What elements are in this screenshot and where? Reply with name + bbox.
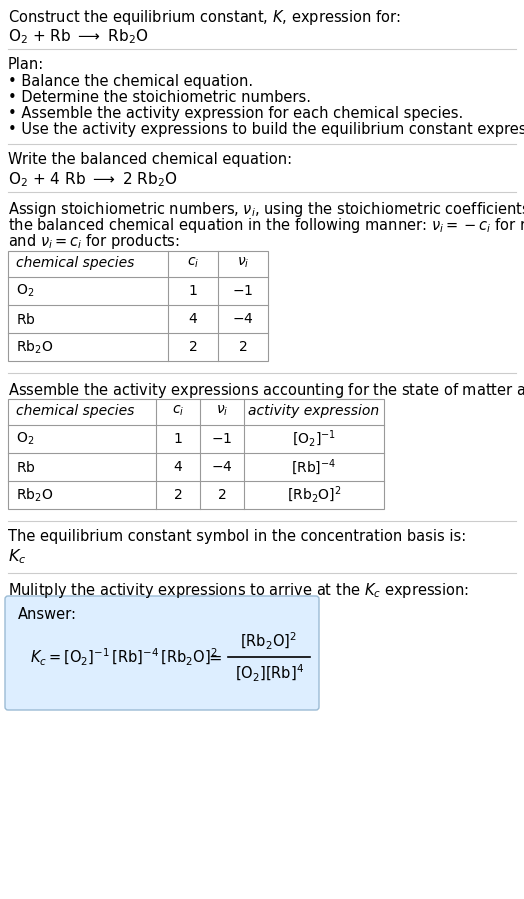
Text: 2: 2 xyxy=(238,340,247,354)
Text: $K_c$: $K_c$ xyxy=(8,547,26,565)
Text: $K_c = [\mathrm{O_2}]^{-1}\,[\mathrm{Rb}]^{-4}\,[\mathrm{Rb_2O}]^{2}$: $K_c = [\mathrm{O_2}]^{-1}\,[\mathrm{Rb}… xyxy=(30,646,217,668)
Text: • Determine the stoichiometric numbers.: • Determine the stoichiometric numbers. xyxy=(8,90,311,105)
Text: • Balance the chemical equation.: • Balance the chemical equation. xyxy=(8,74,253,89)
Text: $[\mathrm{Rb_2O}]^{2}$: $[\mathrm{Rb_2O}]^{2}$ xyxy=(287,485,341,505)
Text: $\mathrm{O_2}$: $\mathrm{O_2}$ xyxy=(16,431,34,447)
Text: $\mathrm{Rb_2O}$: $\mathrm{Rb_2O}$ xyxy=(16,338,53,356)
Text: $\mathrm{O_2}$: $\mathrm{O_2}$ xyxy=(16,283,34,299)
Text: Assemble the activity expressions accounting for the state of matter and $\nu_i$: Assemble the activity expressions accoun… xyxy=(8,381,524,400)
Text: $-1$: $-1$ xyxy=(232,284,254,298)
Text: $-4$: $-4$ xyxy=(232,312,254,326)
FancyBboxPatch shape xyxy=(5,596,319,710)
Text: $\mathrm{O_2}$ + 4 Rb $\longrightarrow$ 2 $\mathrm{Rb_2O}$: $\mathrm{O_2}$ + 4 Rb $\longrightarrow$ … xyxy=(8,170,178,189)
Text: 4: 4 xyxy=(173,460,182,474)
Text: $-1$: $-1$ xyxy=(211,432,233,446)
Text: 4: 4 xyxy=(189,312,198,326)
Text: $\mathrm{Rb}$: $\mathrm{Rb}$ xyxy=(16,311,36,326)
Text: $[\mathrm{O_2}][\mathrm{Rb}]^4$: $[\mathrm{O_2}][\mathrm{Rb}]^4$ xyxy=(235,663,303,683)
Text: $[\mathrm{Rb_2O}]^2$: $[\mathrm{Rb_2O}]^2$ xyxy=(241,630,298,652)
Text: $c_i$: $c_i$ xyxy=(187,256,199,271)
Text: 2: 2 xyxy=(189,340,198,354)
Text: the balanced chemical equation in the following manner: $\nu_i = -c_i$ for react: the balanced chemical equation in the fo… xyxy=(8,216,524,235)
Text: 2: 2 xyxy=(217,488,226,502)
Text: The equilibrium constant symbol in the concentration basis is:: The equilibrium constant symbol in the c… xyxy=(8,529,466,544)
Text: Assign stoichiometric numbers, $\nu_i$, using the stoichiometric coefficients, $: Assign stoichiometric numbers, $\nu_i$, … xyxy=(8,200,524,219)
Text: Answer:: Answer: xyxy=(18,607,77,622)
Text: and $\nu_i = c_i$ for products:: and $\nu_i = c_i$ for products: xyxy=(8,232,180,251)
Text: $[\mathrm{Rb}]^{-4}$: $[\mathrm{Rb}]^{-4}$ xyxy=(291,457,336,477)
Text: Write the balanced chemical equation:: Write the balanced chemical equation: xyxy=(8,152,292,167)
Text: activity expression: activity expression xyxy=(248,404,379,418)
Text: • Assemble the activity expression for each chemical species.: • Assemble the activity expression for e… xyxy=(8,106,463,121)
Text: $\nu_i$: $\nu_i$ xyxy=(216,404,228,418)
Bar xyxy=(8,251,268,361)
Text: Plan:: Plan: xyxy=(8,57,44,72)
Text: $\nu_i$: $\nu_i$ xyxy=(237,256,249,271)
Text: Mulitply the activity expressions to arrive at the $K_c$ expression:: Mulitply the activity expressions to arr… xyxy=(8,581,469,600)
Text: $=$: $=$ xyxy=(205,649,222,664)
Text: chemical species: chemical species xyxy=(16,256,134,270)
Text: $\mathrm{Rb}$: $\mathrm{Rb}$ xyxy=(16,459,36,475)
Text: $\mathrm{O_2}$ + Rb $\longrightarrow$ $\mathrm{Rb_2O}$: $\mathrm{O_2}$ + Rb $\longrightarrow$ $\… xyxy=(8,27,148,46)
Text: $-4$: $-4$ xyxy=(211,460,233,474)
Text: $c_i$: $c_i$ xyxy=(172,404,184,418)
Text: 2: 2 xyxy=(173,488,182,502)
Text: chemical species: chemical species xyxy=(16,404,134,418)
Bar xyxy=(8,399,384,509)
Text: $[\mathrm{O_2}]^{-1}$: $[\mathrm{O_2}]^{-1}$ xyxy=(292,429,336,450)
Text: 1: 1 xyxy=(189,284,198,298)
Text: 1: 1 xyxy=(173,432,182,446)
Text: Construct the equilibrium constant, $K$, expression for:: Construct the equilibrium constant, $K$,… xyxy=(8,8,401,27)
Text: $\mathrm{Rb_2O}$: $\mathrm{Rb_2O}$ xyxy=(16,486,53,503)
Text: • Use the activity expressions to build the equilibrium constant expression.: • Use the activity expressions to build … xyxy=(8,122,524,137)
